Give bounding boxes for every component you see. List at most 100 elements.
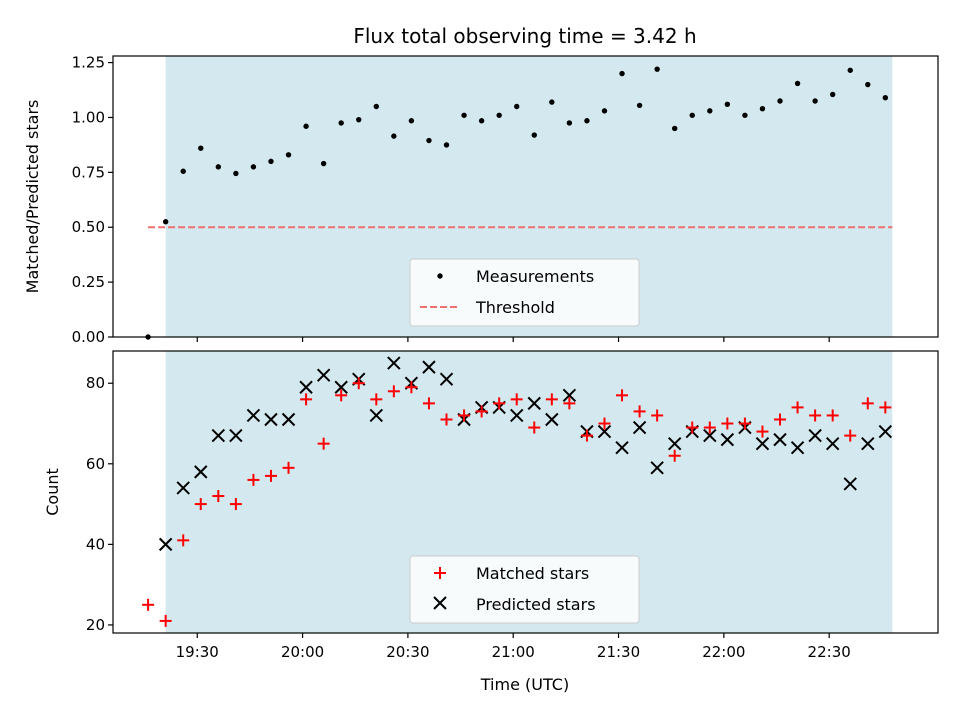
predicted-star-point: [790, 440, 805, 455]
predicted-star-point: [387, 356, 401, 370]
measurement-point: [285, 152, 292, 158]
plot-frame: [112, 350, 939, 634]
x-tick-label: 19:30: [176, 643, 219, 661]
predicted-star-point: [334, 380, 348, 394]
matched-star-point: [317, 437, 330, 450]
count-panel: 20 40 60 80 19:30 20:00 20:30 21:00 21:30 22:00 2…: [43, 350, 939, 694]
measurement-point: [777, 98, 783, 104]
measurement-point: [233, 170, 239, 177]
measurement-point: [636, 102, 643, 109]
predicted-star-point: [667, 436, 682, 451]
measurement-point: [549, 99, 555, 105]
predicted-star-point: [299, 380, 313, 394]
matched-star-point: [826, 409, 839, 422]
x-tick-label: 21:00: [492, 643, 535, 661]
y-axis-ticks: 0.00 0.25 0.50 0.75 1.00 1.25: [72, 54, 113, 346]
matched-star-point: [422, 397, 435, 410]
predicted-star-point: [229, 428, 243, 443]
x-axis-label: Time (UTC): [480, 675, 569, 694]
predicted-star-point: [773, 432, 787, 447]
matched-star-point: [844, 429, 857, 442]
measurement-point: [566, 120, 573, 126]
measurement-point: [742, 112, 748, 118]
x-tick-label: 20:00: [281, 643, 324, 661]
predicted-star-point: [632, 420, 647, 435]
matched-star-point: [703, 421, 716, 434]
measurement-point: [496, 112, 502, 118]
matched-star-point: [721, 417, 734, 430]
measurement-point: [672, 125, 678, 132]
legend-measurements-label: Measurements: [476, 267, 594, 286]
matched-star-point: [616, 389, 629, 402]
measurement-point: [865, 81, 871, 88]
predicted-star-point: [439, 372, 454, 386]
matched-star-point: [738, 417, 751, 430]
predicted-star-point: [527, 396, 541, 411]
measurement-point: [707, 108, 713, 114]
y-tick-label: 20: [86, 616, 105, 634]
predicted-star-point: [720, 432, 735, 447]
matched-star-point: [387, 385, 400, 398]
predicted-star-point: [808, 428, 822, 443]
measurement-point: [794, 80, 801, 87]
measurement-point: [812, 98, 818, 104]
y-tick-label: 0.75: [72, 163, 105, 181]
chart-title: Flux total observing time = 3.42 h: [353, 24, 696, 48]
measurement-point: [338, 120, 344, 126]
predicted-star-point: [878, 424, 893, 439]
measurement-point: [601, 108, 608, 114]
predicted-star-point: [615, 440, 629, 455]
predicted-star-point: [281, 412, 296, 427]
matched-star-point: [879, 401, 892, 414]
measurement-point: [162, 219, 169, 225]
legend: Measurements Threshold: [409, 258, 640, 327]
legend-threshold-label: Threshold: [475, 298, 555, 317]
matched-star-point: [370, 393, 383, 406]
measurement-points: [145, 66, 889, 340]
measurement-point: [514, 103, 520, 110]
measurement-point: [584, 118, 590, 124]
matched-star-point: [300, 393, 313, 406]
y-tick-label: 1.25: [72, 54, 105, 72]
predicted-star-point: [597, 424, 612, 439]
measurement-point: [180, 168, 186, 174]
predicted-star-point: [510, 408, 524, 423]
plot-frame: [112, 55, 939, 338]
matched-star-point: [493, 397, 506, 410]
predicted-star-point: [703, 428, 717, 443]
matched-star-point: [335, 389, 348, 402]
predicted-star-point: [422, 360, 436, 374]
predicted-star-point: [264, 412, 278, 427]
predicted-star-point: [843, 477, 857, 491]
matched-star-point: [229, 498, 242, 511]
y-tick-label: 40: [86, 535, 105, 553]
y-tick-label: 0.00: [72, 328, 105, 346]
matched-star-point: [282, 461, 295, 474]
measurement-point: [689, 112, 695, 118]
measurement-point: [391, 133, 397, 139]
matched-star-point: [177, 534, 190, 547]
predicted-star-point: [194, 465, 208, 479]
matched-star-point: [212, 490, 225, 503]
matched-star-point: [159, 614, 172, 627]
y-tick-label: 0.25: [72, 273, 105, 291]
measurement-point: [882, 95, 889, 101]
measurement-point: [531, 132, 537, 138]
x-tick-label: 22:30: [808, 643, 851, 661]
y-axis-label: Matched/Predicted stars: [23, 100, 42, 294]
matched-star-point: [651, 409, 664, 422]
ratio-panel: 0.00 0.25 0.50 0.75 1.00 1.25 Matched/Predict…: [23, 54, 939, 346]
matched-star-point: [756, 425, 769, 438]
legend-matched-label: Matched stars: [476, 564, 589, 583]
matched-star-point: [440, 413, 453, 426]
legend-measurements-marker: [437, 273, 443, 279]
measurement-point: [356, 116, 362, 123]
measurement-point: [759, 105, 766, 112]
matched-star-point: [580, 429, 593, 442]
measurement-point: [478, 118, 485, 124]
matched-star-point: [247, 473, 260, 486]
matched-star-point: [528, 421, 541, 434]
y-axis-ticks: 20 40 60 80: [86, 374, 113, 634]
measurement-point: [847, 67, 853, 73]
